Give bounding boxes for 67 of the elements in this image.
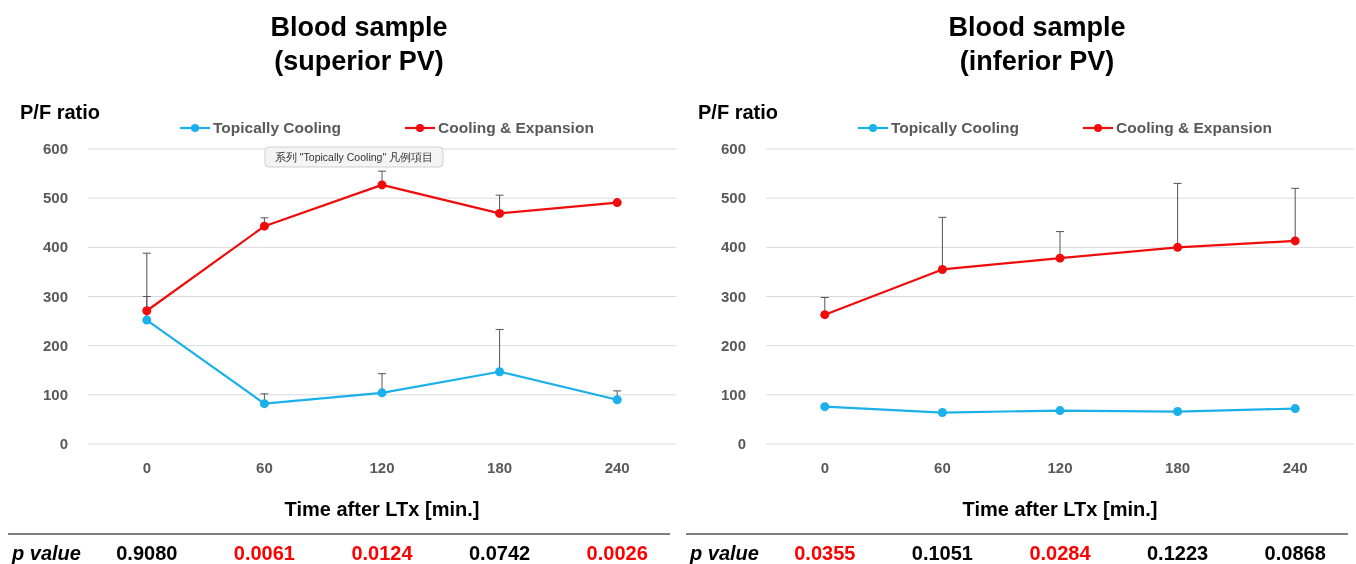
point — [495, 367, 505, 377]
point — [612, 198, 622, 208]
text: 0.0284 — [1029, 542, 1092, 564]
y-tick-label: 200 — [42, 336, 68, 354]
point — [377, 180, 387, 190]
y-tick-label: 600 — [42, 140, 68, 157]
point — [820, 310, 830, 320]
point — [1173, 242, 1183, 252]
y-tick-label: 500 — [720, 189, 746, 207]
chart-title: Blood sample (inferior PV) — [948, 12, 1126, 76]
point — [259, 399, 269, 409]
point — [1055, 406, 1065, 416]
point — [377, 388, 387, 398]
x-tick-label: 0 — [820, 459, 829, 476]
point — [495, 208, 505, 218]
legend-label: Topically Cooling — [213, 119, 342, 136]
x-tick-label: 0 — [142, 459, 151, 476]
text: 0.0868 — [1264, 542, 1326, 564]
y-tick-label: 400 — [42, 238, 68, 256]
text: p value — [11, 542, 81, 564]
text: 0.0026 — [586, 542, 648, 564]
x-tick-label: 120 — [369, 459, 395, 476]
text: p value — [689, 542, 759, 564]
point — [1290, 236, 1300, 246]
y-tick-label: 500 — [42, 189, 68, 207]
legend-label: Cooling & Expansion — [438, 119, 594, 136]
y-tick-label: 100 — [42, 385, 68, 403]
annotation: 系列 "Topically Cooling" 凡例項目 — [274, 151, 434, 163]
y-tick-label: 400 — [720, 238, 746, 256]
y-axis-title: P/F ratio — [698, 101, 779, 123]
point — [612, 395, 622, 405]
x-axis-title: Time after LTx [min.] — [962, 498, 1158, 520]
text: 0.0061 — [233, 542, 295, 564]
x-tick-label: 180 — [1165, 459, 1191, 476]
point — [1055, 253, 1065, 263]
point — [937, 264, 947, 274]
legend-label: Topically Cooling — [891, 119, 1020, 136]
y-tick-label: 600 — [720, 140, 746, 157]
point — [142, 315, 152, 325]
y-tick-label: 0 — [59, 435, 68, 452]
text: 0.0124 — [351, 542, 414, 564]
y-axis-title: P/F ratio — [20, 101, 101, 123]
x-tick-label: 120 — [1047, 459, 1073, 476]
x-tick-label: 60 — [934, 459, 951, 476]
x-axis-title: Time after LTx [min.] — [284, 498, 480, 520]
text: 0.9080 — [116, 542, 178, 564]
y-tick-label: 300 — [720, 287, 746, 305]
point — [937, 408, 947, 418]
x-tick-label: 180 — [487, 459, 513, 476]
text: 0.1223 — [1147, 542, 1209, 564]
point — [1290, 404, 1300, 414]
legend-label: Cooling & Expansion — [1116, 119, 1272, 136]
y-tick-label: 300 — [42, 287, 68, 305]
x-tick-label: 240 — [604, 459, 630, 476]
y-tick-label: 0 — [737, 435, 746, 452]
text: 0.1051 — [911, 542, 973, 564]
point — [142, 306, 152, 316]
x-tick-label: 240 — [1282, 459, 1308, 476]
point — [259, 221, 269, 231]
chart-title: Blood sample (superior PV) — [270, 12, 448, 76]
y-tick-label: 100 — [720, 385, 746, 403]
text: 0.0355 — [794, 542, 856, 564]
x-tick-label: 60 — [256, 459, 273, 476]
y-tick-label: 200 — [720, 336, 746, 354]
point — [1173, 407, 1183, 417]
text: 0.0742 — [469, 542, 531, 564]
point — [820, 402, 830, 412]
